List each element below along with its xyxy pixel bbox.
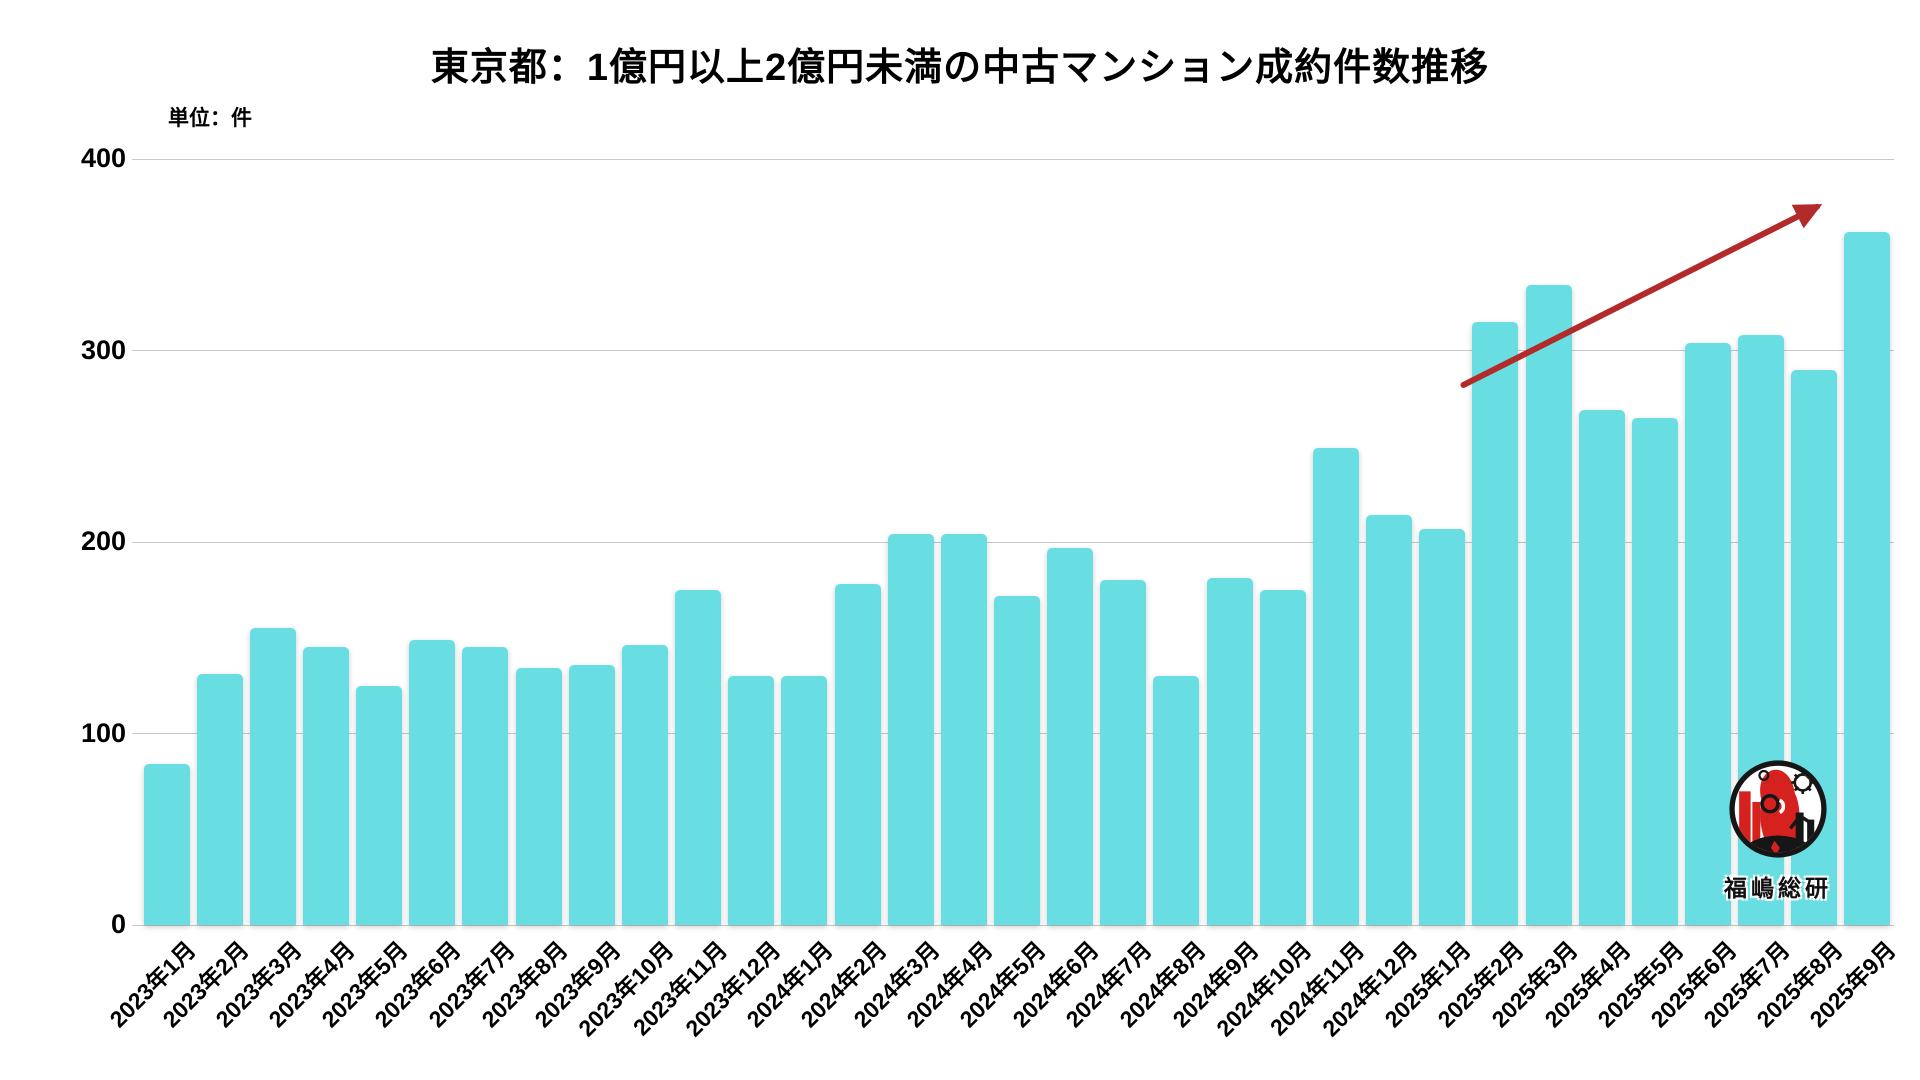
bar-2024年9月: [1206, 578, 1253, 925]
bar-2025年6月: [1684, 343, 1731, 925]
bar-2024年8月: [1153, 676, 1200, 925]
company-logo: 福嶋総研: [1716, 756, 1840, 903]
y-tick-label-0: 0: [110, 909, 126, 939]
bar-2023年5月: [356, 686, 403, 925]
y-tick-label-100: 100: [80, 717, 126, 748]
unit-label: 単位：件: [168, 107, 252, 130]
plot-area: [132, 158, 1894, 926]
bar-2024年7月: [1100, 580, 1147, 925]
y-tick-label-400: 400: [80, 143, 126, 173]
bar-2023年9月: [568, 665, 615, 925]
logo-emblem-icon: [1729, 760, 1827, 858]
gridline-400: [132, 158, 1894, 160]
bar-2024年3月: [887, 534, 934, 925]
bar-2023年11月: [675, 590, 722, 925]
bar-2023年6月: [409, 640, 456, 925]
bar-2025年1月: [1419, 529, 1466, 925]
y-tick-label-200: 200: [80, 526, 126, 556]
bar-2023年1月: [143, 764, 190, 925]
bar-2023年4月: [303, 647, 350, 925]
bar-2023年3月: [249, 628, 296, 925]
gridline-0: [132, 924, 1894, 926]
gridline-200: [132, 541, 1894, 543]
chart-title: 東京都：1億円以上2億円未満の中古マンション成約件数推移: [430, 47, 1490, 89]
bar-2024年1月: [781, 676, 828, 925]
bar-2024年5月: [994, 596, 1040, 925]
bar-2024年2月: [834, 584, 881, 925]
gridline-300: [132, 350, 1894, 351]
logo-text: 福嶋総研: [1724, 875, 1832, 901]
bar-2023年7月: [462, 647, 509, 925]
bar-2023年12月: [728, 676, 775, 925]
bar-2024年6月: [1047, 548, 1094, 925]
bar-2025年2月: [1472, 322, 1519, 925]
bar-2023年2月: [196, 674, 243, 925]
bar-2025年9月: [1844, 232, 1891, 925]
bar-2025年5月: [1631, 418, 1678, 925]
bar-2025年3月: [1525, 285, 1572, 925]
bar-2024年4月: [940, 534, 987, 925]
bar-2023年8月: [515, 668, 562, 925]
bar-2024年12月: [1366, 515, 1413, 925]
bar-2025年4月: [1578, 410, 1625, 925]
y-tick-label-300: 300: [80, 334, 126, 365]
bar-2023年10月: [621, 645, 668, 925]
bar-2024年11月: [1312, 448, 1359, 925]
bar-2024年10月: [1259, 590, 1306, 925]
